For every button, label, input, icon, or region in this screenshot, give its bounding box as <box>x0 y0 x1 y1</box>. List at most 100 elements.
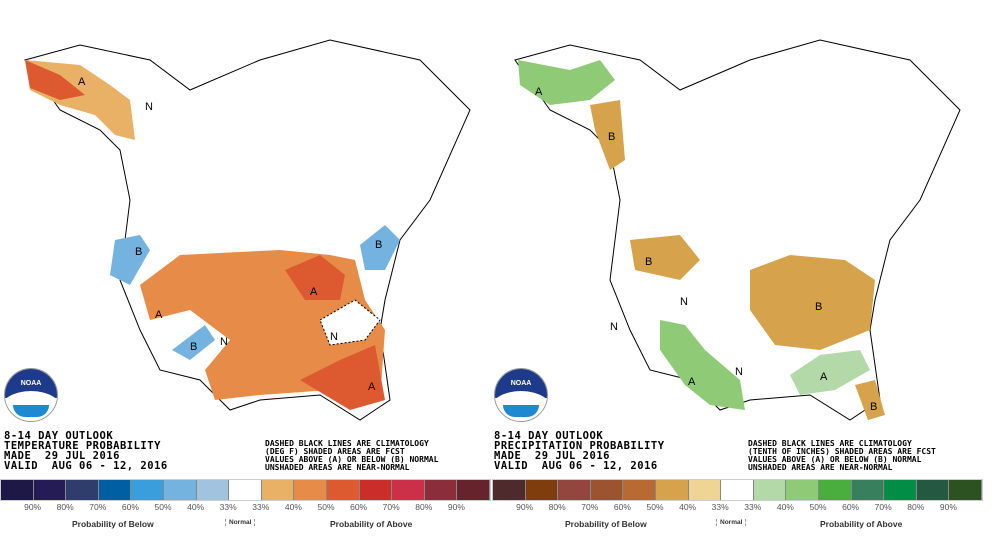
scale-tick-label: 33% <box>219 502 237 512</box>
label-n: N <box>680 296 688 308</box>
southeast-above-core <box>300 345 385 410</box>
label-b: B <box>815 301 822 313</box>
scale-tick-label: 80% <box>548 502 566 512</box>
scale-tick-label: 40% <box>776 502 794 512</box>
scale-tick-label: 80% <box>907 502 925 512</box>
label-a: A <box>535 86 543 98</box>
color-swatch <box>33 480 67 500</box>
color-swatch <box>688 480 722 500</box>
below-label: Probability of Below <box>565 519 647 529</box>
above-label: Probability of Above <box>820 519 903 529</box>
precipitation-panel: A A A B B B B N N N NOAA 8-14 DAY OUTLOO… <box>490 0 1007 543</box>
normal-label: Normal <box>716 519 747 526</box>
color-swatch <box>457 480 490 500</box>
scale-tick-label: 90% <box>939 502 957 512</box>
scale-tick-label: 60% <box>613 502 631 512</box>
label-b: B <box>375 239 382 251</box>
legend-note: DASHED BLACK LINES ARE CLIMATOLOGY (TENTH… <box>748 439 936 472</box>
label-b: B <box>135 246 142 258</box>
scale-tick-label: 33% <box>711 502 729 512</box>
color-swatch <box>424 480 458 500</box>
label-a: A <box>368 381 376 393</box>
scale-tick-label: 33% <box>252 502 270 512</box>
color-swatch <box>163 480 197 500</box>
color-swatch <box>229 480 262 500</box>
label-a: A <box>820 371 828 383</box>
color-swatch <box>721 480 754 500</box>
southwest-above-region <box>660 320 745 410</box>
color-scale <box>492 479 983 501</box>
scale-tick-label: 50% <box>809 502 827 512</box>
scale-tick-label: 80% <box>415 502 433 512</box>
temperature-panel: A A A A B B B N N N NOAA 8-14 DAY OUTLOO… <box>0 0 491 543</box>
scale-tick-label: 50% <box>317 502 335 512</box>
alaska-above-region <box>518 60 615 105</box>
color-swatch <box>851 480 885 500</box>
color-swatch <box>525 480 559 500</box>
color-swatch <box>786 480 819 500</box>
color-swatch <box>884 480 917 500</box>
greatlakes-above-core <box>285 255 345 300</box>
color-swatch <box>949 480 982 500</box>
label-a: A <box>310 286 318 298</box>
scale-tick-label: 90% <box>516 502 534 512</box>
scale-tick-label: 50% <box>646 502 664 512</box>
scale-tick-label: 50% <box>154 502 172 512</box>
color-swatch <box>655 480 689 500</box>
color-swatch <box>916 480 950 500</box>
east-normal-region <box>319 299 381 346</box>
scale-tick-label: 60% <box>121 502 139 512</box>
below-label: Probability of Below <box>72 519 154 529</box>
scale-tick-label: 60% <box>842 502 860 512</box>
normal-label: Normal <box>225 519 256 526</box>
color-swatch <box>392 480 425 500</box>
scale-tick-label: 70% <box>89 502 107 512</box>
coast-below-region <box>590 100 625 170</box>
central-below-region <box>750 255 875 350</box>
alaska-above-core <box>25 60 85 100</box>
scale-tick-label: 40% <box>187 502 205 512</box>
scale-tick-label: 33% <box>744 502 762 512</box>
florida-below-region <box>855 380 885 420</box>
outlook-title: 8-14 DAY OUTLOOK TEMPERATURE PROBABILITY M… <box>4 430 168 472</box>
label-b: B <box>870 401 877 413</box>
color-swatch <box>1 480 34 500</box>
legend-note: DASHED BLACK LINES ARE CLIMATOLOGY (DEG F… <box>265 439 439 472</box>
color-swatch <box>818 480 852 500</box>
precipitation-map: A A A B B B B N N N <box>514 39 961 421</box>
color-swatch <box>590 480 624 500</box>
noaa-logo: NOAA <box>494 368 548 422</box>
label-b: B <box>190 341 197 353</box>
southeast-above-region <box>790 350 870 395</box>
noaa-logo: NOAA <box>4 368 58 422</box>
label-n: N <box>610 321 618 333</box>
label-n: N <box>735 366 743 378</box>
color-swatch <box>558 480 591 500</box>
scale-tick-label: 40% <box>284 502 302 512</box>
color-swatch <box>294 480 327 500</box>
scale-tick-label: 90% <box>24 502 42 512</box>
outlook-title: 8-14 DAY OUTLOOK PRECIPITATION PROBABILIT… <box>494 430 665 472</box>
northeast-below-region <box>360 225 400 270</box>
label-n: N <box>330 331 338 343</box>
color-swatch <box>753 480 787 500</box>
scale-tick-label: 70% <box>581 502 599 512</box>
label-n: N <box>145 101 153 113</box>
scale-tick-label: 80% <box>56 502 74 512</box>
color-swatch <box>98 480 132 500</box>
color-swatch <box>623 480 656 500</box>
scale-tick-label: 90% <box>447 502 465 512</box>
color-swatch <box>131 480 164 500</box>
scale-tick-label: 70% <box>382 502 400 512</box>
label-a: A <box>78 76 86 88</box>
temperature-map: A A A A B B B N N N <box>24 39 471 421</box>
color-scale <box>0 479 491 501</box>
southwest-below-region <box>172 325 215 360</box>
scale-tick-label: 40% <box>679 502 697 512</box>
color-swatch <box>326 480 360 500</box>
above-label: Probability of Above <box>330 519 413 529</box>
color-swatch <box>196 480 230 500</box>
color-swatch <box>66 480 99 500</box>
label-a: A <box>155 309 163 321</box>
scale-tick-label: 60% <box>350 502 368 512</box>
